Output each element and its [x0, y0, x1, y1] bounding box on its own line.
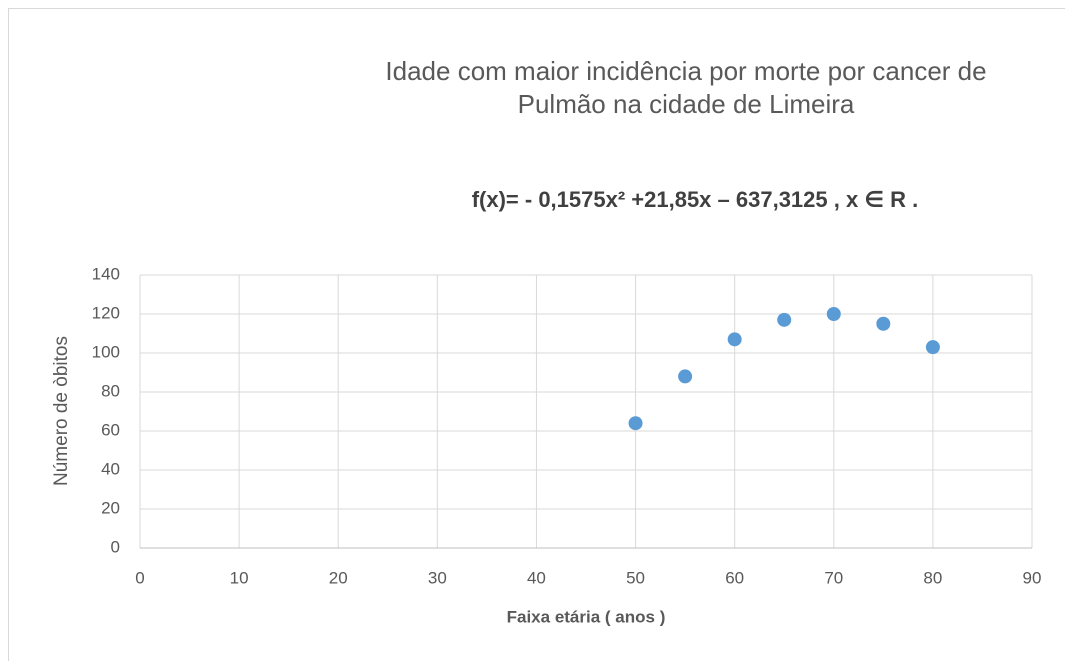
- y-tick-label: 80: [101, 381, 120, 400]
- y-tick-label: 60: [101, 420, 120, 439]
- point: [628, 416, 643, 431]
- point: [727, 332, 742, 347]
- y-tick-label: 20: [101, 498, 120, 517]
- point: [678, 369, 693, 384]
- y-tick-label: 120: [92, 303, 120, 322]
- chart-title: Idade com maior incidência por morte por…: [385, 56, 986, 86]
- x-tick-label: 60: [725, 568, 744, 587]
- point: [925, 340, 940, 355]
- y-tick-label: 100: [92, 342, 120, 361]
- chart-frame: [8, 8, 1065, 661]
- x-tick-label: 80: [923, 568, 942, 587]
- point: [876, 316, 891, 331]
- y-tick-label: 0: [111, 537, 120, 556]
- y-tick-label: 140: [92, 264, 120, 283]
- y-axis-title: Número de òbitos: [51, 336, 72, 486]
- x-axis-title: Faixa etária ( anos ): [507, 607, 666, 626]
- formula: f(x)= - 0,1575x² +21,85x – 637,3125 , x …: [472, 187, 919, 212]
- y-tick-label: 40: [101, 459, 120, 478]
- x-tick-label: 50: [626, 568, 645, 587]
- x-tick-label: 30: [428, 568, 447, 587]
- x-tick-label: 90: [1023, 568, 1042, 587]
- x-tick-label: 70: [824, 568, 843, 587]
- x-tick-label: 20: [329, 568, 348, 587]
- point: [777, 312, 792, 327]
- point: [826, 307, 841, 321]
- x-tick-label: 10: [230, 568, 249, 587]
- chart-title: Pulmão na cidade de Limeira: [518, 89, 855, 119]
- x-tick-label: 40: [527, 568, 546, 587]
- x-tick-label: 0: [135, 568, 144, 587]
